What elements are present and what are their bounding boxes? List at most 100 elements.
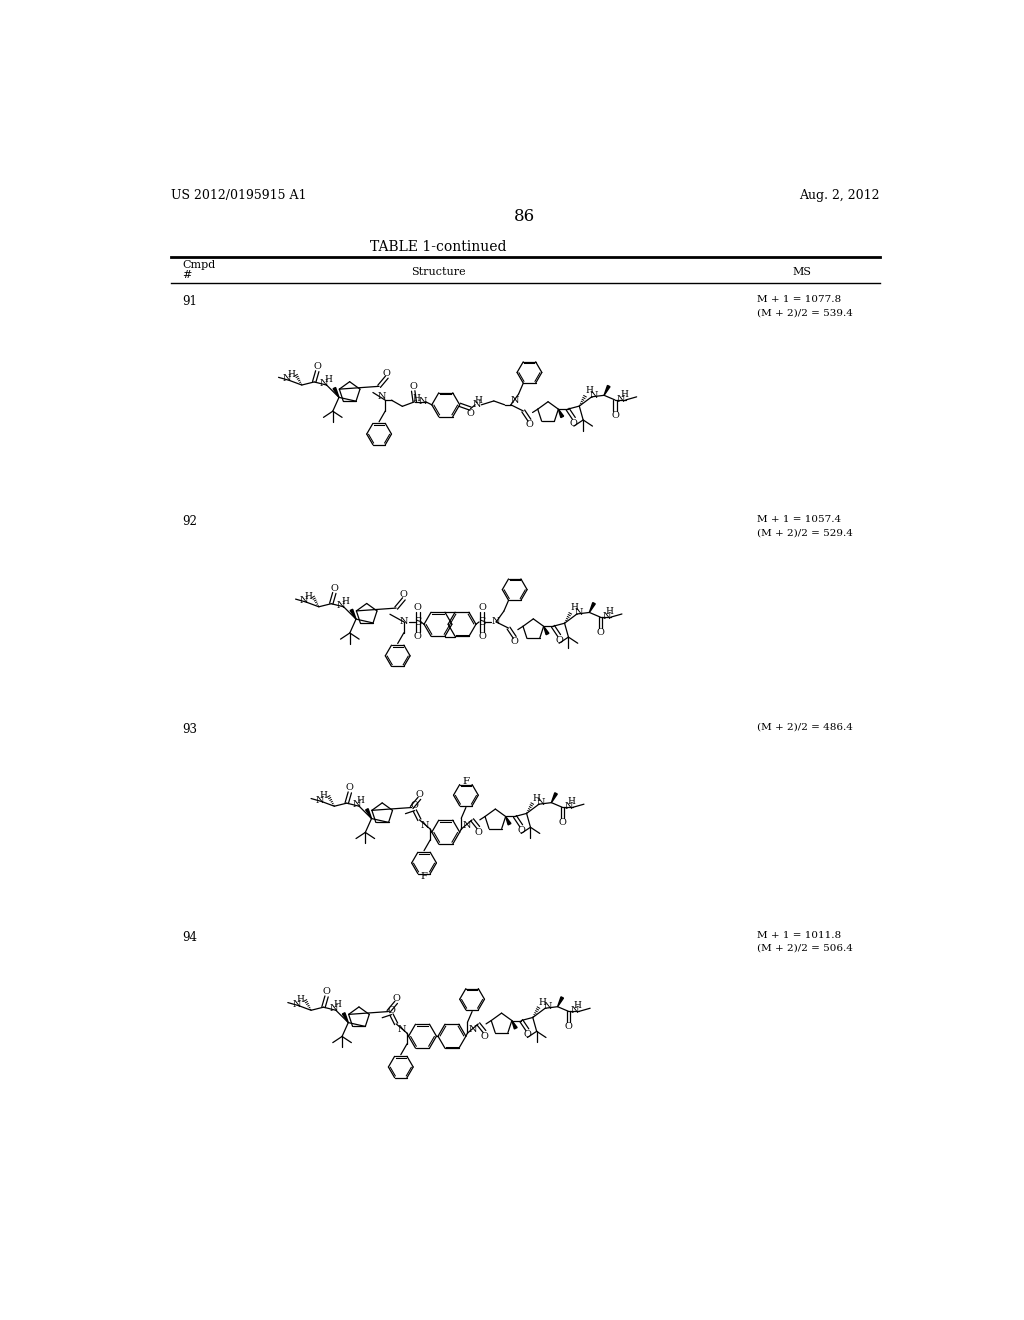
Text: N: N <box>352 800 361 809</box>
Text: N: N <box>544 1002 552 1011</box>
Text: O: O <box>416 789 423 799</box>
Text: O: O <box>346 783 353 792</box>
Text: 92: 92 <box>182 515 198 528</box>
Text: O: O <box>570 418 578 428</box>
Text: 94: 94 <box>182 931 198 944</box>
Text: Cmpd: Cmpd <box>182 260 215 269</box>
Text: H: H <box>319 791 328 800</box>
Text: O: O <box>323 987 331 997</box>
Text: O: O <box>313 362 322 371</box>
Polygon shape <box>558 997 563 1007</box>
Polygon shape <box>604 385 610 395</box>
Text: H: H <box>621 389 628 399</box>
Polygon shape <box>506 817 511 825</box>
Text: N: N <box>300 597 308 605</box>
Text: H: H <box>334 1001 341 1010</box>
Text: N: N <box>537 799 546 807</box>
Text: O: O <box>517 826 525 834</box>
Text: H: H <box>567 797 575 807</box>
Text: O: O <box>555 636 563 644</box>
Text: O: O <box>392 994 400 1003</box>
Text: Aug. 2, 2012: Aug. 2, 2012 <box>800 189 880 202</box>
Text: N: N <box>492 618 501 627</box>
Polygon shape <box>350 610 356 619</box>
Text: N: N <box>511 396 519 405</box>
Text: H: H <box>570 603 579 612</box>
Text: H: H <box>287 370 295 379</box>
Text: N: N <box>564 803 572 810</box>
Text: H: H <box>605 607 613 616</box>
Text: M + 1 = 1057.4
(M + 2)/2 = 529.4: M + 1 = 1057.4 (M + 2)/2 = 529.4 <box>758 515 853 537</box>
Text: N: N <box>418 397 427 407</box>
Polygon shape <box>512 1020 517 1028</box>
Text: O: O <box>387 1006 395 1015</box>
Text: N: N <box>321 379 329 388</box>
Text: O: O <box>596 628 604 638</box>
Text: TABLE 1-continued: TABLE 1-continued <box>370 240 506 253</box>
Text: O: O <box>478 632 486 642</box>
Text: N: N <box>397 1024 406 1034</box>
Text: S: S <box>414 616 422 627</box>
Text: O: O <box>558 818 566 828</box>
Text: O: O <box>400 590 408 599</box>
Text: N: N <box>337 601 345 610</box>
Text: O: O <box>383 368 391 378</box>
Text: N: N <box>602 611 610 620</box>
Text: O: O <box>414 603 422 611</box>
Text: N: N <box>399 618 409 627</box>
Text: H: H <box>586 387 593 395</box>
Text: H: H <box>532 793 541 803</box>
Text: O: O <box>511 638 519 647</box>
Text: H: H <box>296 995 304 1005</box>
Text: 91: 91 <box>182 296 198 309</box>
Text: O: O <box>474 828 482 837</box>
Text: O: O <box>467 409 474 417</box>
Text: S: S <box>478 616 486 627</box>
Polygon shape <box>551 793 557 803</box>
Text: F: F <box>421 873 427 882</box>
Text: N: N <box>292 999 301 1008</box>
Text: O: O <box>523 1030 531 1039</box>
Text: N: N <box>472 400 481 409</box>
Text: N: N <box>315 796 324 805</box>
Text: H: H <box>304 591 312 601</box>
Text: O: O <box>410 381 417 391</box>
Text: M + 1 = 1077.8
(M + 2)/2 = 539.4: M + 1 = 1077.8 (M + 2)/2 = 539.4 <box>758 296 853 318</box>
Text: N: N <box>616 395 626 404</box>
Polygon shape <box>366 809 372 818</box>
Text: (M + 2)/2 = 486.4: (M + 2)/2 = 486.4 <box>758 723 853 731</box>
Text: #: # <box>182 271 191 280</box>
Text: O: O <box>525 420 534 429</box>
Text: O: O <box>331 583 338 593</box>
Text: H: H <box>325 375 332 384</box>
Text: N: N <box>421 821 429 830</box>
Text: N: N <box>283 375 291 383</box>
Text: M + 1 = 1011.8
(M + 2)/2 = 506.4: M + 1 = 1011.8 (M + 2)/2 = 506.4 <box>758 931 853 953</box>
Text: O: O <box>480 1032 488 1040</box>
Text: H: H <box>539 998 547 1007</box>
Text: O: O <box>564 1022 572 1031</box>
Text: N: N <box>377 392 386 401</box>
Text: N: N <box>570 1006 579 1015</box>
Polygon shape <box>333 388 339 397</box>
Text: H: H <box>413 395 420 403</box>
Text: MS: MS <box>793 268 812 277</box>
Text: O: O <box>411 801 419 810</box>
Polygon shape <box>342 1012 348 1023</box>
Text: US 2012/0195915 A1: US 2012/0195915 A1 <box>171 189 306 202</box>
Text: 93: 93 <box>182 723 198 735</box>
Text: O: O <box>611 411 618 420</box>
Polygon shape <box>544 626 549 635</box>
Text: N: N <box>575 609 584 616</box>
Text: O: O <box>478 603 486 611</box>
Text: O: O <box>414 632 422 642</box>
Text: H: H <box>356 796 365 805</box>
Text: N: N <box>463 821 471 830</box>
Text: N: N <box>330 1005 338 1014</box>
Text: N: N <box>469 1024 477 1034</box>
Text: F: F <box>463 777 469 785</box>
Text: H: H <box>474 396 482 405</box>
Text: 86: 86 <box>514 207 536 224</box>
Text: H: H <box>341 597 349 606</box>
Text: N: N <box>590 391 598 400</box>
